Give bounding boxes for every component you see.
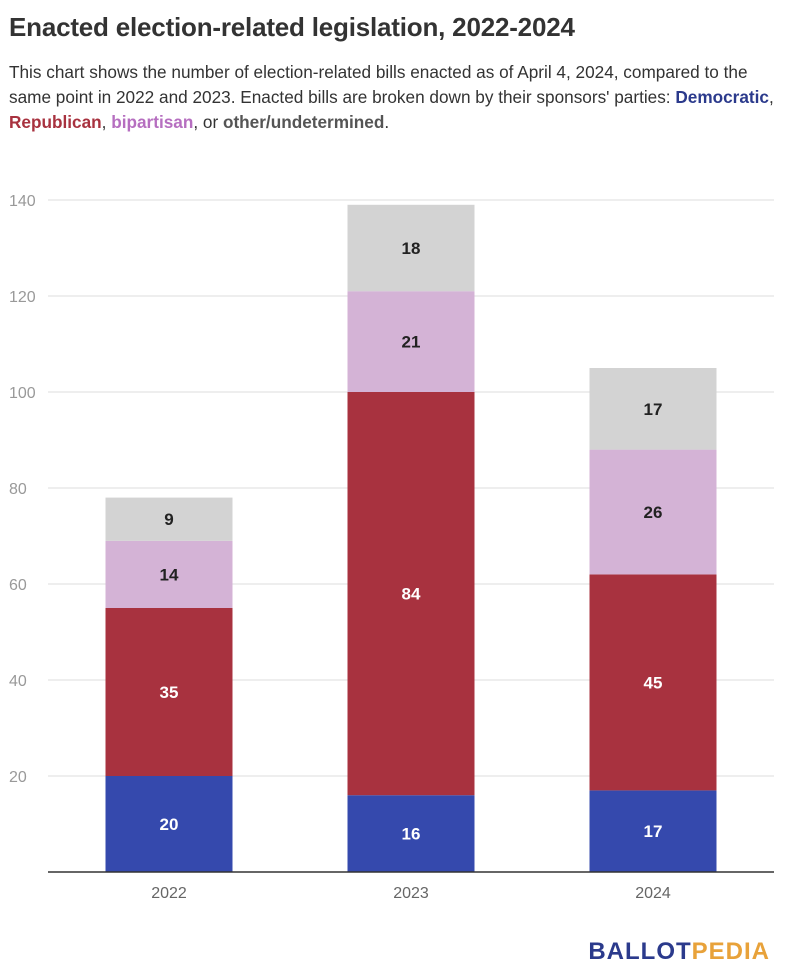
data-label: 45 [644,673,663,692]
data-label: 21 [402,333,421,352]
x-tick-label: 2024 [635,885,671,902]
data-label: 26 [644,503,663,522]
ballotpedia-logo: BALLOTPEDIA [588,938,770,966]
bar-segment-bipartisan [347,291,475,392]
bar-segment-democratic [347,795,475,872]
bar-segment-democratic [589,790,717,872]
data-label: 17 [644,822,663,841]
data-label: 9 [164,510,173,529]
y-tick-label: 40 [9,673,27,690]
bar-segment-republican [347,392,475,796]
x-tick-label: 2023 [393,885,429,902]
subtitle-sep: , [101,112,112,132]
subtitle-end: . [384,112,390,132]
data-label: 17 [644,400,663,419]
chart-title: Enacted election-related legislation, 20… [9,12,575,42]
legend-republican: Republican [9,112,102,132]
subtitle-sep: , [769,87,774,107]
data-label: 84 [402,585,421,604]
legend-bipartisan: bipartisan [111,112,194,132]
data-label: 20 [160,815,179,834]
y-tick-label: 140 [9,193,36,210]
bar-segment-bipartisan [105,540,233,608]
logo-part-pedia: PEDIA [691,938,770,965]
y-tick-label: 120 [9,289,36,306]
bar-segment-other [105,497,233,541]
bar-segment-republican [105,608,233,776]
data-label: 14 [160,565,179,584]
chart-subtitle: This chart shows the number of election-… [9,60,779,135]
subtitle-sep: , or [193,112,223,132]
bar-segment-other [589,368,717,450]
legend-other: other/undetermined [222,112,385,132]
bar-segment-bipartisan [589,449,717,575]
subtitle-text: This chart shows the number of election-… [9,62,748,107]
x-tick-label: 2022 [151,885,187,902]
bar-segment-democratic [105,776,233,872]
data-label: 18 [402,239,421,258]
data-label: 35 [160,683,179,702]
y-tick-label: 60 [9,577,27,594]
logo-part-ballot: BALLOT [588,938,692,965]
bar-segment-republican [589,574,717,791]
data-label: 16 [402,825,421,844]
y-tick-label: 80 [9,481,27,498]
legend-democratic: Democratic [675,87,769,107]
bar-segment-other [347,204,475,292]
y-tick-label: 20 [9,769,27,786]
y-tick-label: 100 [9,385,36,402]
